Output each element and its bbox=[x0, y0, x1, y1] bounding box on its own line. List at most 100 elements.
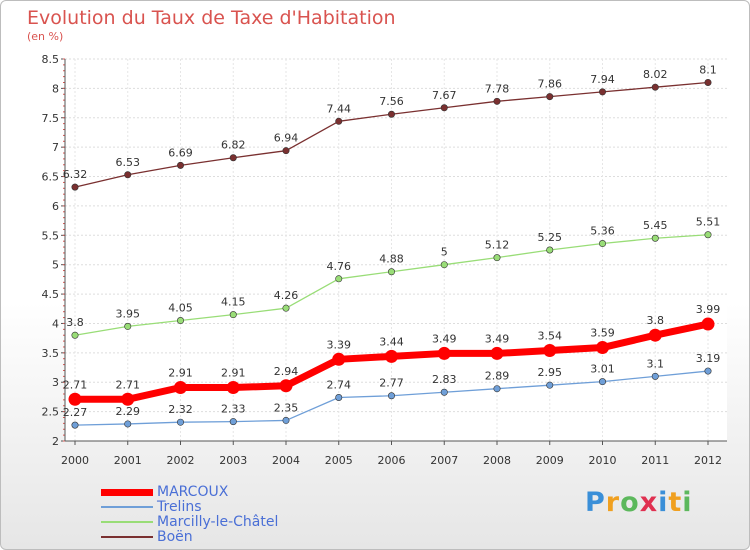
data-point bbox=[229, 311, 237, 319]
data-point bbox=[282, 304, 290, 312]
data-point bbox=[598, 240, 606, 248]
data-label: 2.95 bbox=[538, 366, 563, 379]
data-point bbox=[177, 418, 185, 426]
data-point bbox=[121, 392, 135, 406]
data-label: 3.44 bbox=[379, 335, 404, 348]
data-label: 7.78 bbox=[485, 82, 510, 95]
data-point bbox=[68, 392, 82, 406]
data-point bbox=[71, 183, 79, 191]
data-label: 2.89 bbox=[485, 370, 510, 383]
data-label: 4.26 bbox=[274, 289, 299, 302]
data-point bbox=[598, 378, 606, 386]
data-label: 2.32 bbox=[168, 403, 193, 416]
data-label: 2.35 bbox=[274, 401, 299, 414]
y-tick-label: 3 bbox=[52, 376, 59, 389]
data-point bbox=[651, 83, 659, 91]
data-label: 3.54 bbox=[538, 329, 563, 342]
data-point bbox=[387, 268, 395, 276]
data-label: 3.1 bbox=[647, 357, 665, 370]
data-point bbox=[704, 231, 712, 239]
data-label: 5.51 bbox=[696, 216, 721, 229]
x-tick-label: 2009 bbox=[536, 454, 564, 467]
data-label: 6.69 bbox=[168, 146, 193, 159]
data-point bbox=[651, 234, 659, 242]
x-tick-label: 2003 bbox=[219, 454, 247, 467]
data-point bbox=[177, 161, 185, 169]
data-label: 5 bbox=[441, 246, 448, 259]
y-tick-label: 8 bbox=[52, 82, 59, 95]
data-label: 2.71 bbox=[116, 378, 141, 391]
data-point bbox=[440, 388, 448, 396]
data-point bbox=[437, 346, 451, 360]
y-tick-label: 3.5 bbox=[42, 347, 60, 360]
data-point bbox=[648, 328, 662, 342]
y-tick-label: 6 bbox=[52, 200, 59, 213]
y-tick-label: 4.5 bbox=[42, 288, 60, 301]
data-point bbox=[493, 254, 501, 262]
data-label: 3.01 bbox=[590, 363, 615, 376]
legend-swatch-boen bbox=[101, 536, 153, 538]
data-label: 7.56 bbox=[379, 95, 404, 108]
data-label: 4.76 bbox=[327, 260, 352, 273]
data-point bbox=[332, 352, 346, 366]
data-point bbox=[174, 381, 187, 395]
data-label: 3.49 bbox=[485, 332, 510, 345]
data-label: 6.94 bbox=[274, 132, 299, 145]
y-tick-label: 6.5 bbox=[42, 171, 60, 184]
data-label: 3.95 bbox=[116, 307, 141, 320]
data-point bbox=[701, 317, 715, 331]
data-point bbox=[596, 341, 609, 355]
legend-swatch-marcoux bbox=[101, 489, 153, 496]
y-tick-label: 5.5 bbox=[42, 229, 60, 242]
proxiti-logo: Proxiti bbox=[585, 487, 693, 518]
data-point bbox=[440, 261, 448, 269]
data-point bbox=[229, 154, 237, 162]
data-label: 2.33 bbox=[221, 403, 246, 416]
x-tick-label: 2008 bbox=[483, 454, 511, 467]
legend-label: Boën bbox=[157, 529, 193, 545]
data-label: 4.05 bbox=[168, 302, 193, 315]
data-label: 8.02 bbox=[643, 68, 668, 81]
data-point bbox=[546, 381, 554, 389]
legend-label: Trelins bbox=[157, 499, 202, 515]
data-point bbox=[177, 317, 185, 325]
data-label: 2.74 bbox=[327, 379, 352, 392]
data-label: 4.88 bbox=[379, 253, 404, 266]
x-tick-label: 2000 bbox=[61, 454, 89, 467]
data-point bbox=[124, 322, 132, 330]
x-tick-label: 2010 bbox=[589, 454, 617, 467]
legend-swatch-marcilly bbox=[101, 521, 153, 523]
data-point bbox=[71, 421, 79, 429]
data-point bbox=[493, 97, 501, 105]
data-label: 7.94 bbox=[590, 73, 615, 86]
data-label: 5.25 bbox=[538, 231, 563, 244]
data-label: 5.12 bbox=[485, 239, 510, 252]
data-label: 3.8 bbox=[647, 314, 665, 327]
y-tick-label: 5 bbox=[52, 259, 59, 272]
data-point bbox=[546, 246, 554, 254]
data-label: 5.36 bbox=[590, 225, 615, 238]
data-point bbox=[335, 117, 343, 125]
y-tick-label: 8.5 bbox=[42, 53, 60, 66]
y-tick-label: 2 bbox=[52, 435, 59, 448]
data-label: 6.82 bbox=[221, 139, 246, 152]
data-point bbox=[385, 349, 398, 363]
x-tick-label: 2007 bbox=[430, 454, 458, 467]
legend-swatch-trelins bbox=[101, 506, 153, 508]
chart-subtitle: (en %) bbox=[27, 30, 64, 43]
data-label: 7.44 bbox=[327, 102, 352, 115]
data-point bbox=[493, 385, 501, 393]
data-point bbox=[704, 367, 712, 375]
x-tick-label: 2006 bbox=[378, 454, 406, 467]
data-label: 3.8 bbox=[66, 316, 84, 329]
data-label: 6.53 bbox=[116, 156, 141, 169]
x-tick-label: 2005 bbox=[325, 454, 353, 467]
x-tick-label: 2011 bbox=[641, 454, 669, 467]
data-label: 2.27 bbox=[63, 406, 88, 419]
legend-label: MARCOUX bbox=[157, 484, 229, 500]
data-point bbox=[387, 110, 395, 118]
data-point bbox=[490, 346, 504, 360]
plot-area bbox=[65, 59, 727, 441]
data-label: 2.91 bbox=[168, 367, 193, 380]
